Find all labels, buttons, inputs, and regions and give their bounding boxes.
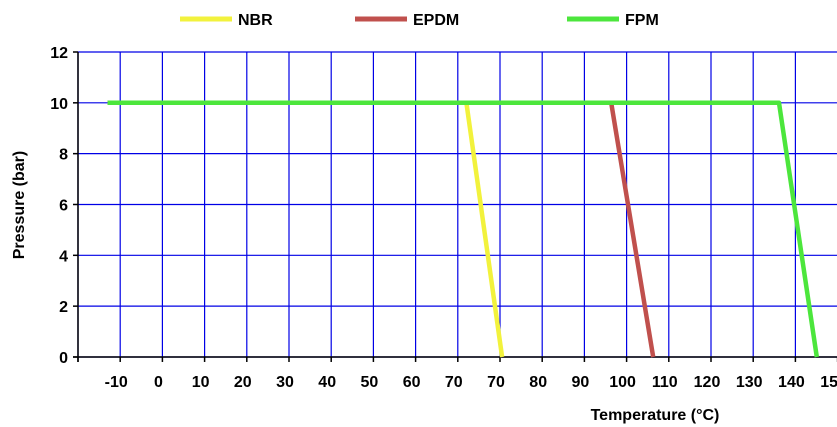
- x-tick-label: 130: [736, 374, 763, 391]
- legend-label-nbr: NBR: [238, 12, 273, 29]
- y-tick-label: 4: [59, 248, 68, 265]
- legend-label-fpm: FPM: [625, 12, 659, 29]
- x-tick-label: 60: [403, 374, 421, 391]
- y-tick-label: 2: [59, 299, 68, 316]
- x-axis-title: Temperature (°C): [591, 407, 720, 424]
- y-tick-labels: 0 2 4 6 8 10 12: [50, 45, 68, 367]
- x-tick-label: 40: [318, 374, 336, 391]
- x-tick-label: 10: [192, 374, 210, 391]
- x-tick-label: 120: [694, 374, 721, 391]
- x-tick-label: 30: [276, 374, 294, 391]
- y-tick-label: 10: [50, 96, 68, 113]
- y-tick-label: 0: [59, 350, 68, 367]
- legend: NBR EPDM FPM: [180, 12, 659, 29]
- axes: [73, 51, 837, 362]
- x-tick-label: 80: [529, 374, 547, 391]
- x-tick-labels: -10 0 10 20 30 40 50 60 70 70 80 90 100 110 120 130 140 1…: [105, 374, 837, 391]
- y-axis-title: Pressure (bar): [11, 151, 28, 260]
- x-tick-label: 150: [820, 374, 837, 391]
- x-tick-label: 140: [778, 374, 805, 391]
- y-tick-label: 6: [59, 197, 68, 214]
- series-group: [107, 100, 820, 358]
- legend-label-epdm: EPDM: [413, 12, 459, 29]
- x-tick-label: 100: [609, 374, 636, 391]
- x-tick-label: 0: [154, 374, 163, 391]
- x-tick-label: -10: [105, 374, 128, 391]
- x-tick-label: 90: [572, 374, 590, 391]
- x-tick-label: 70: [487, 374, 505, 391]
- y-tick-label: 8: [59, 147, 68, 164]
- x-tick-label: 20: [234, 374, 252, 391]
- series-line-fpm: [107, 100, 820, 358]
- x-tick-label: 50: [361, 374, 379, 391]
- y-tick-label: 12: [50, 45, 68, 62]
- x-tick-label: 70: [445, 374, 463, 391]
- x-tick-label: 110: [652, 374, 678, 391]
